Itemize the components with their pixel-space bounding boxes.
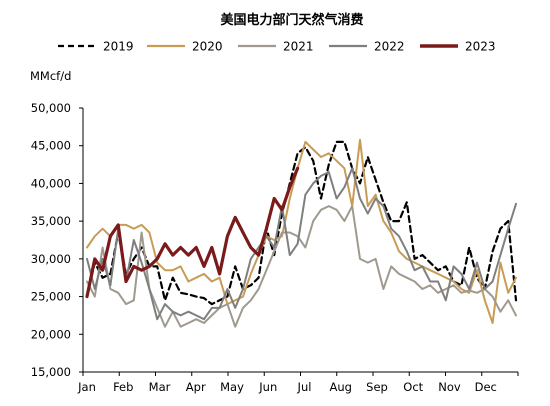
x-tick-label: May: [220, 380, 244, 394]
x-tick-label: Mar: [149, 380, 171, 394]
legend-label-2021: 2021: [283, 40, 314, 54]
x-tick-label: Aug: [330, 380, 352, 394]
y-axis-unit-label: MMcf/d: [30, 69, 71, 83]
legend: 2019 2020 2021 2022 2023: [58, 40, 496, 54]
x-tick-label: Sep: [366, 380, 388, 394]
series-line-2020: [86, 138, 517, 324]
x-tick-label: Oct: [403, 380, 423, 394]
x-tick-label: Jan: [77, 380, 96, 394]
x-axis: Jan Feb Mar Apr May Jun Jul Aug Sep Oct Nov Dec: [77, 371, 519, 394]
x-tick-label: Nov: [438, 380, 461, 394]
y-tick-label: 35,000: [31, 214, 71, 228]
y-tick-label: 45,000: [31, 139, 71, 153]
series-lines: [85, 138, 518, 328]
legend-label-2019: 2019: [103, 40, 134, 54]
x-tick-label: Dec: [475, 380, 497, 394]
series-line-2019: [85, 140, 518, 306]
x-tick-label: Jun: [258, 380, 277, 394]
y-tick-label: 15,000: [31, 365, 71, 379]
y-axis: 15,000 20,000 25,000 30,000 35,000 40,000 45,0…: [31, 101, 84, 379]
x-tick-label: Apr: [186, 380, 206, 394]
chart-title: 美国电力部门天然气消费: [220, 12, 363, 28]
y-tick-label: 25,000: [31, 290, 71, 304]
x-tick-label: Feb: [113, 380, 133, 394]
series-line-2022: [86, 167, 517, 321]
y-tick-label: 30,000: [31, 252, 71, 266]
legend-label-2022: 2022: [374, 40, 405, 54]
x-tick-label: Jul: [297, 380, 312, 394]
y-tick-label: 20,000: [31, 327, 71, 341]
y-tick-label: 50,000: [31, 101, 71, 115]
series-line-2023: [85, 166, 300, 299]
legend-label-2023: 2023: [465, 40, 496, 54]
y-tick-label: 40,000: [31, 176, 71, 190]
series-line-2021: [86, 205, 517, 328]
legend-label-2020: 2020: [192, 40, 223, 54]
